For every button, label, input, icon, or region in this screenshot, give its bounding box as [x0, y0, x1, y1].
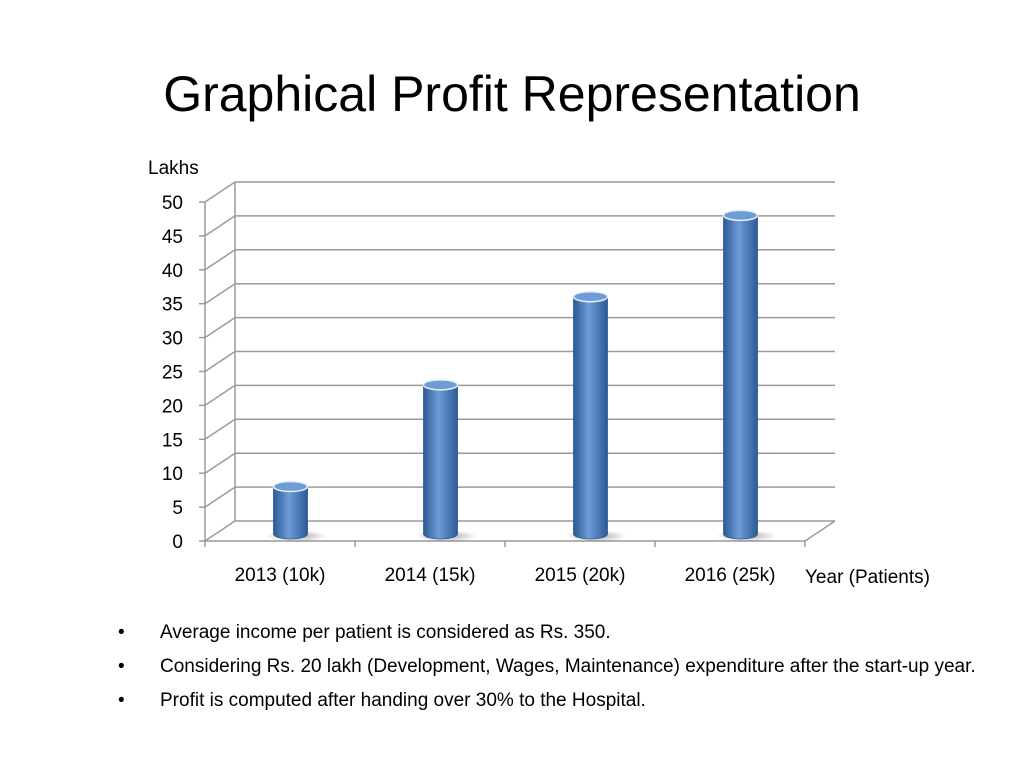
gridline-depth — [204, 249, 236, 271]
gridline-depth — [204, 486, 236, 508]
bullet-item: • Average income per patient is consider… — [116, 618, 1016, 648]
x-tick-label: 2015 (20k) — [535, 565, 626, 586]
bullet-text: Average income per patient is considered… — [160, 622, 611, 643]
y-tick-label: 40 — [162, 261, 183, 282]
bar-top — [272, 480, 309, 493]
bar-top — [572, 290, 609, 303]
gridline-depth — [204, 316, 236, 339]
y-tick-label: 5 — [172, 498, 183, 519]
y-tick-label: 0 — [172, 532, 183, 553]
bar-body — [423, 384, 458, 540]
bullet-item: • Profit is computed after handing over … — [116, 686, 1016, 716]
bar — [715, 209, 778, 542]
y-tick-label: 20 — [162, 396, 183, 417]
bar — [415, 379, 478, 542]
bullet-list: • Average income per patient is consider… — [116, 618, 1016, 720]
bullet-dot: • — [118, 690, 125, 711]
gridline-depth — [204, 283, 236, 305]
bullet-dot: • — [118, 656, 125, 677]
x-tick-label: 2016 (25k) — [685, 565, 776, 586]
y-tick-label: 15 — [162, 430, 183, 451]
y-axis-title: Lakhs — [148, 158, 199, 179]
bar-body — [723, 214, 758, 540]
bar-top — [422, 379, 459, 391]
gridline-depth — [204, 452, 236, 474]
bar — [265, 480, 328, 542]
bar-body — [273, 486, 308, 540]
y-tick-label: 10 — [162, 464, 183, 485]
gridline-depth — [204, 181, 236, 203]
x-axis-title: Year (Patients) — [805, 567, 930, 588]
bar — [565, 290, 628, 542]
bullet-text: Considering Rs. 20 lakh (Development, Wa… — [160, 656, 976, 677]
bar-body — [573, 296, 608, 540]
bullet-item: • Considering Rs. 20 lakh (Development, … — [116, 652, 1016, 682]
bullet-dot: • — [118, 622, 125, 643]
x-tick-label: 2014 (15k) — [385, 565, 476, 586]
y-tick-label: 50 — [162, 193, 183, 214]
y-tick-label: 25 — [162, 363, 183, 384]
gridline-depth — [204, 520, 236, 542]
gridline-depth — [204, 384, 236, 407]
y-tick-label: 30 — [162, 329, 183, 350]
gridline-depth — [204, 215, 236, 237]
y-tick-label: 35 — [162, 295, 183, 316]
bullet-text: Profit is computed after handing over 30… — [160, 690, 646, 711]
gridline-depth — [204, 350, 236, 373]
slide-title: Graphical Profit Representation — [163, 66, 861, 122]
bar-chart: Lakhs Year (Patients) 0 5 10 15 20 25 30 35 40 45… — [148, 158, 930, 588]
y-tick-label: 45 — [162, 227, 183, 248]
labels: Lakhs Year (Patients) 0 5 10 15 20 25 30 35 40 45… — [148, 158, 930, 588]
floor-edge — [804, 520, 836, 542]
bars — [265, 209, 778, 542]
gridline-depth — [204, 418, 236, 440]
x-tick-label: 2013 (10k) — [235, 565, 326, 586]
bar-top — [722, 209, 759, 222]
